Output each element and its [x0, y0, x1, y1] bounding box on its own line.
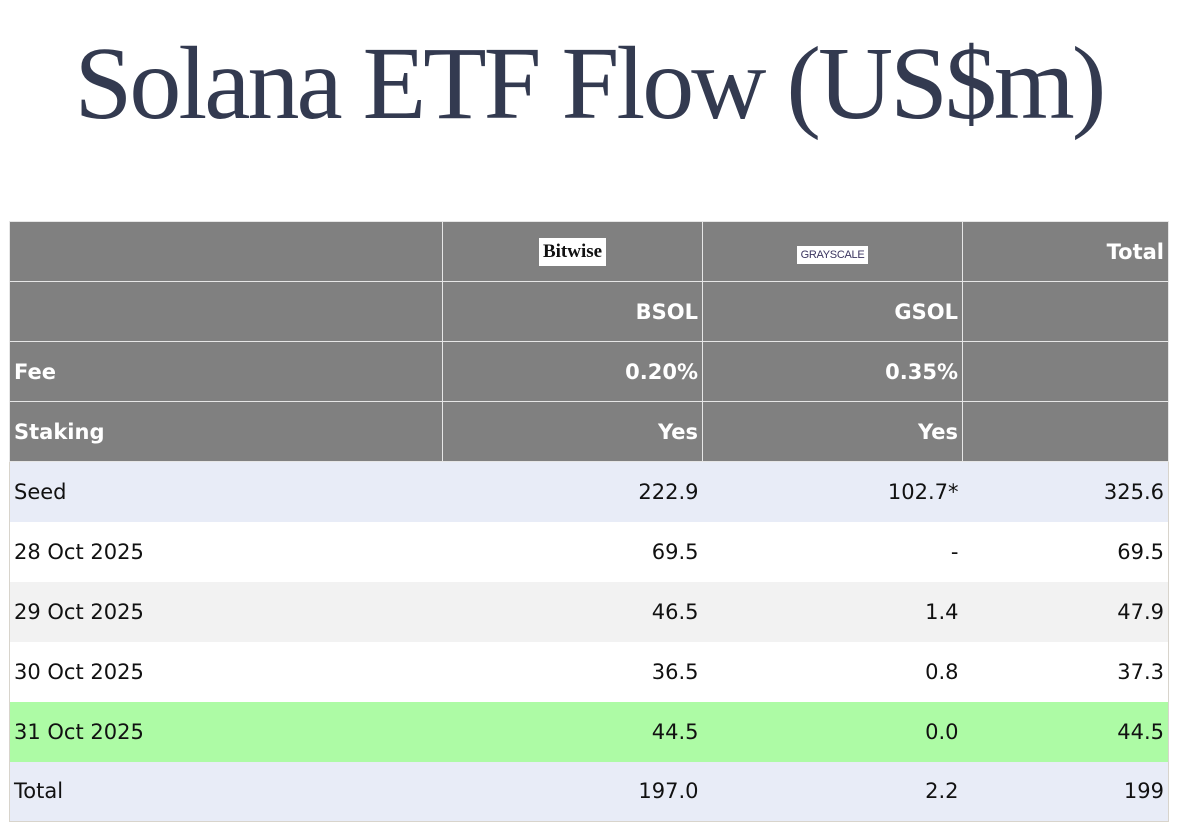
header-cell: Total — [962, 221, 1169, 282]
header-cell — [962, 401, 1169, 462]
ticker: GSOL — [702, 281, 963, 342]
staking: Yes — [442, 401, 703, 462]
cell: 0.0 — [925, 719, 959, 744]
data-row: 28 Oct 2025 69.5 - 69.5 — [9, 521, 1169, 582]
table-body: Seed 222.9 102.7* 325.6 28 Oct 2025 69.5 - 69.5… — [9, 461, 1169, 822]
row-label: 30 Oct 2025 — [14, 659, 144, 684]
cell: 102.7* — [887, 479, 959, 504]
row-label: Seed — [14, 479, 67, 504]
cell: 0.8 — [925, 659, 959, 684]
fee: 0.20% — [442, 341, 703, 402]
row-label: Fee — [9, 341, 443, 402]
header-cell — [9, 281, 443, 342]
data-row: 30 Oct 2025 36.5 0.8 37.3 — [9, 641, 1169, 702]
cell: - — [950, 539, 959, 564]
cell: 36.5 — [651, 659, 699, 684]
fee: 0.35% — [702, 341, 963, 402]
row-label: 28 Oct 2025 — [14, 539, 144, 564]
cell: 325.6 — [1103, 479, 1164, 504]
header-cell: Bitwise — [442, 221, 703, 282]
data-row: Seed 222.9 102.7* 325.6 — [9, 461, 1169, 522]
header-row: Fee 0.20% 0.35% — [9, 341, 1169, 402]
bitwise-logo: Bitwise — [538, 237, 607, 266]
row-label: 31 Oct 2025 — [14, 719, 144, 744]
header-cell: GRAYSCALE — [702, 221, 963, 282]
cell: 46.5 — [651, 599, 699, 624]
title: Solana ETF Flow (US$m) — [74, 26, 1107, 141]
row-label: Total — [14, 779, 64, 804]
flow-table: Bitwise GRAYSCALE Total BSOL GSOL Fee 0.… — [9, 221, 1169, 822]
data-row: 29 Oct 2025 46.5 1.4 47.9 — [9, 581, 1169, 642]
cell: 37.3 — [1117, 659, 1164, 684]
row-label: 29 Oct 2025 — [14, 599, 144, 624]
header-row: Bitwise GRAYSCALE Total — [9, 221, 1169, 282]
grayscale-logo: GRAYSCALE — [796, 246, 869, 264]
staking: Yes — [702, 401, 963, 462]
cell: 69.5 — [1117, 539, 1164, 564]
header-cell — [962, 281, 1169, 342]
data-row: 31 Oct 2025 44.5 0.0 44.5 — [9, 701, 1169, 762]
cell: 44.5 — [1117, 719, 1164, 744]
header-cell — [9, 221, 443, 282]
ticker: BSOL — [442, 281, 703, 342]
row-label: Staking — [9, 401, 443, 462]
header-cell — [962, 341, 1169, 402]
table-header: Bitwise GRAYSCALE Total BSOL GSOL Fee 0.… — [9, 221, 1169, 462]
cell: 44.5 — [651, 719, 699, 744]
cell: 47.9 — [1117, 599, 1164, 624]
data-row: Total 197.0 2.2 199 — [9, 761, 1169, 822]
cell: 69.5 — [651, 539, 699, 564]
cell: 1.4 — [925, 599, 959, 624]
cell: 197.0 — [638, 779, 699, 804]
header-row: BSOL GSOL — [9, 281, 1169, 342]
cell: 2.2 — [925, 779, 959, 804]
cell: 222.9 — [638, 479, 699, 504]
header-row: Staking Yes Yes — [9, 401, 1169, 462]
cell: 199 — [1123, 779, 1164, 804]
